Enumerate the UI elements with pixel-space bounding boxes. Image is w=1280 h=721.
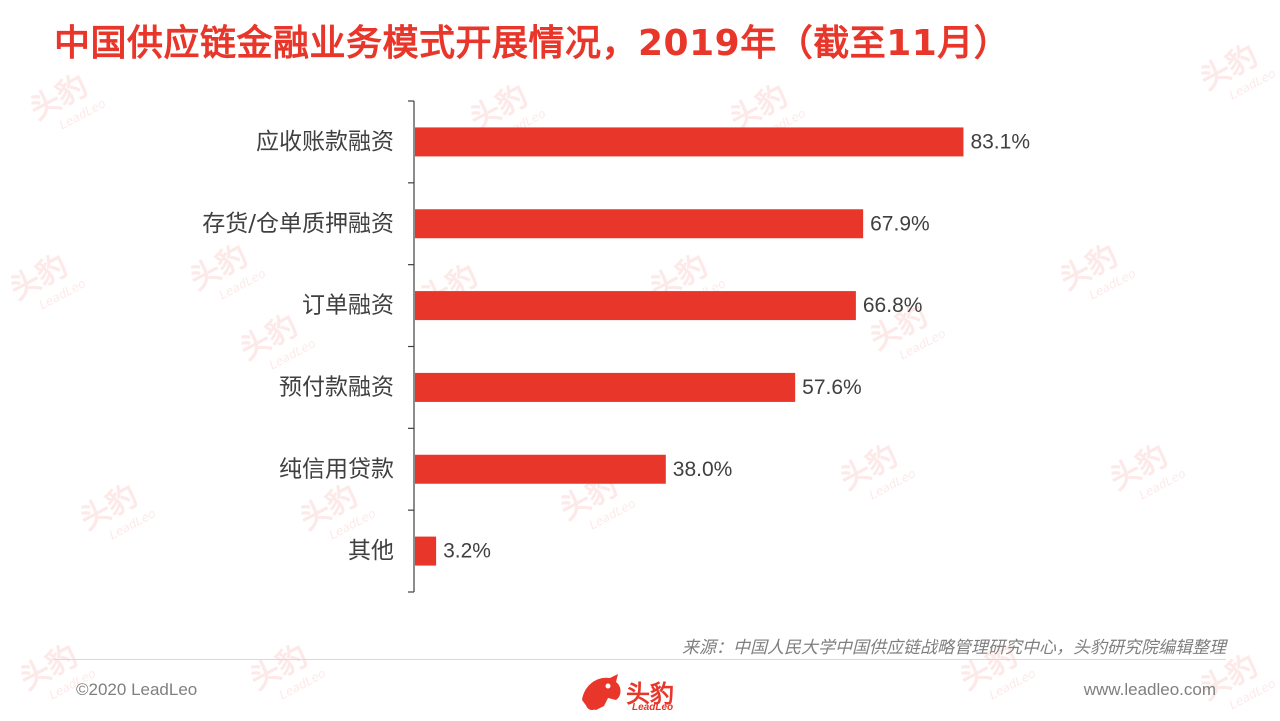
- copyright-text: ©2020 LeadLeo: [76, 680, 198, 699]
- bar: [415, 454, 666, 484]
- leopard-logo-icon: [582, 674, 621, 710]
- watermark-text-en: LeadLeo: [1226, 676, 1279, 713]
- category-label: 应收账款融资: [256, 129, 394, 155]
- value-label: 57.6%: [802, 376, 862, 399]
- category-label: 预付款融资: [279, 374, 394, 400]
- value-label: 3.2%: [443, 540, 491, 563]
- value-label: 38.0%: [673, 458, 733, 481]
- leadleo-logo: 头豹 LeadLeo: [578, 668, 708, 716]
- bar: [415, 291, 856, 321]
- footer-divider: [54, 659, 1226, 660]
- category-label: 其他: [348, 538, 394, 564]
- website-link[interactable]: www.leadleo.com: [1083, 680, 1216, 699]
- bar: [415, 127, 964, 157]
- bar-chart: 应收账款融资 83.1% 存货/仓单质押融资 67.9% 订单融资 66.8% 预付款融资 5…: [202, 100, 1030, 593]
- watermark-text-en: LeadLeo: [276, 666, 329, 703]
- category-label: 纯信用贷款: [279, 456, 394, 482]
- logo-text-en: LeadLeo: [632, 702, 674, 713]
- bar: [415, 536, 437, 566]
- value-label: 83.1%: [970, 130, 1030, 153]
- value-label: 66.8%: [863, 294, 923, 317]
- bar: [415, 372, 796, 402]
- logo-text-cn: 头豹: [626, 680, 674, 708]
- category-label: 存货/仓单质押融资: [202, 211, 394, 237]
- value-label: 67.9%: [870, 212, 930, 235]
- page-title: 中国供应链金融业务模式开展情况，2019年（截至11月）: [54, 23, 1011, 64]
- bar: [415, 209, 864, 239]
- category-label: 订单融资: [302, 293, 394, 319]
- source-note: 来源：中国人民大学中国供应链战略管理研究中心，头豹研究院编辑整理: [682, 638, 1226, 658]
- watermark-text-en: LeadLeo: [986, 666, 1039, 703]
